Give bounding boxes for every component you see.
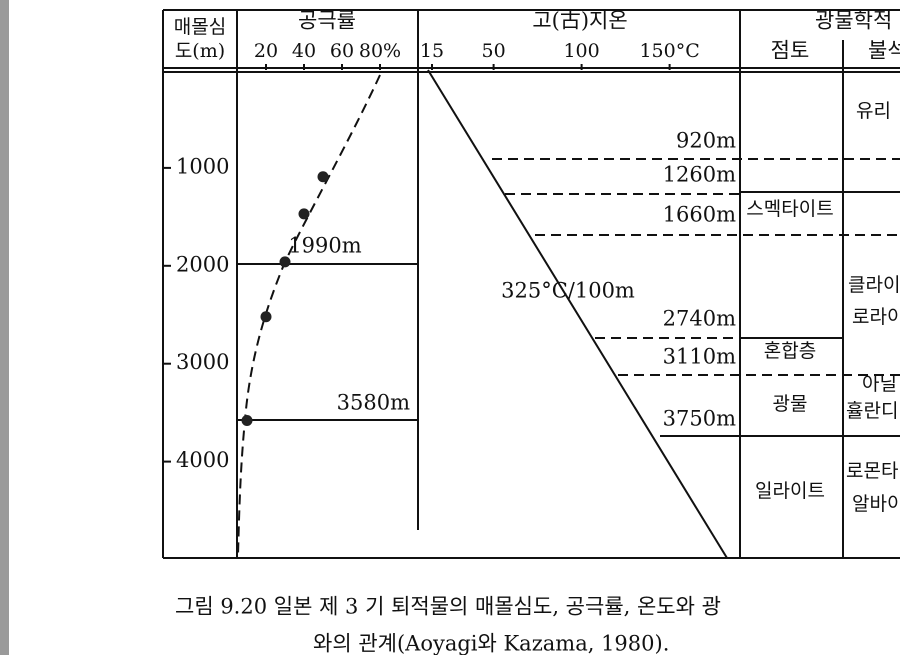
zeolite-zone: 아닐 [862, 373, 897, 395]
x-tick-label: 40 [292, 40, 316, 62]
porosity-point [241, 414, 253, 426]
porosity-title: 공극률 [298, 9, 356, 33]
frame [162, 9, 900, 559]
zeolite-zone: 로라이 [852, 306, 900, 328]
clay-title: 점토 [771, 39, 810, 63]
temperature-marker: 2740m [663, 307, 736, 331]
porosity-point [260, 311, 272, 323]
x-tick-label: 80% [359, 40, 401, 62]
clay-zone: 일라이트 [755, 480, 825, 502]
x-tick-label: 15 [420, 40, 444, 62]
zeolite-zone: 유리 [856, 100, 891, 122]
porosity-point [279, 256, 291, 268]
depth-label: 도(m) [175, 40, 225, 62]
mineral-title: 광물학적 [815, 9, 892, 33]
temperature-marker: 1660m [663, 203, 736, 227]
x-tick-label: 20 [254, 40, 278, 62]
temperature-marker: 1260m [663, 163, 736, 187]
porosity-marker: 1990m [288, 234, 361, 258]
temperature-marker: 920m [676, 129, 736, 153]
porosity-point [317, 171, 329, 183]
x-tick-label: 150°C [639, 40, 699, 62]
zeolite-zone: 클라이 [848, 274, 900, 296]
zeolite-zone: 휼란디 [846, 400, 898, 422]
x-tick-label: 60 [330, 40, 354, 62]
temperature-marker: 3110m [663, 345, 736, 369]
temperature-title: 고(古)지온 [532, 9, 627, 33]
caption: 그림 9.20 일본 제 3 기 퇴적물의 매몰심도, 공극률, 온도와 광 [175, 595, 721, 619]
porosity-marker: 3580m [337, 391, 410, 415]
zeolite-title: 불석 [868, 39, 900, 63]
zeolite-zone: 알바이 [852, 493, 900, 515]
scan-edge [0, 0, 9, 655]
porosity-point [298, 208, 310, 220]
zeolite-zone: 로몬타 [846, 460, 898, 482]
caption: 와의 관계(Aoyagi와 Kazama, 1980). [313, 632, 669, 655]
clay-zone: 광물 [773, 393, 808, 415]
y-tick-label: 4000 [176, 448, 229, 472]
y-tick-label: 2000 [176, 252, 229, 276]
depth-label: 매몰심 [174, 16, 226, 38]
clay-zone: 스멕타이트 [746, 198, 833, 220]
temperature-marker: 3750m [663, 407, 736, 431]
gradient-label: 325°C/100m [501, 279, 635, 303]
y-tick-label: 1000 [176, 154, 229, 178]
x-tick-label: 100 [563, 40, 599, 62]
y-tick-label: 3000 [176, 350, 229, 374]
x-tick-label: 50 [482, 40, 506, 62]
clay-zone: 혼합층 [764, 340, 816, 362]
